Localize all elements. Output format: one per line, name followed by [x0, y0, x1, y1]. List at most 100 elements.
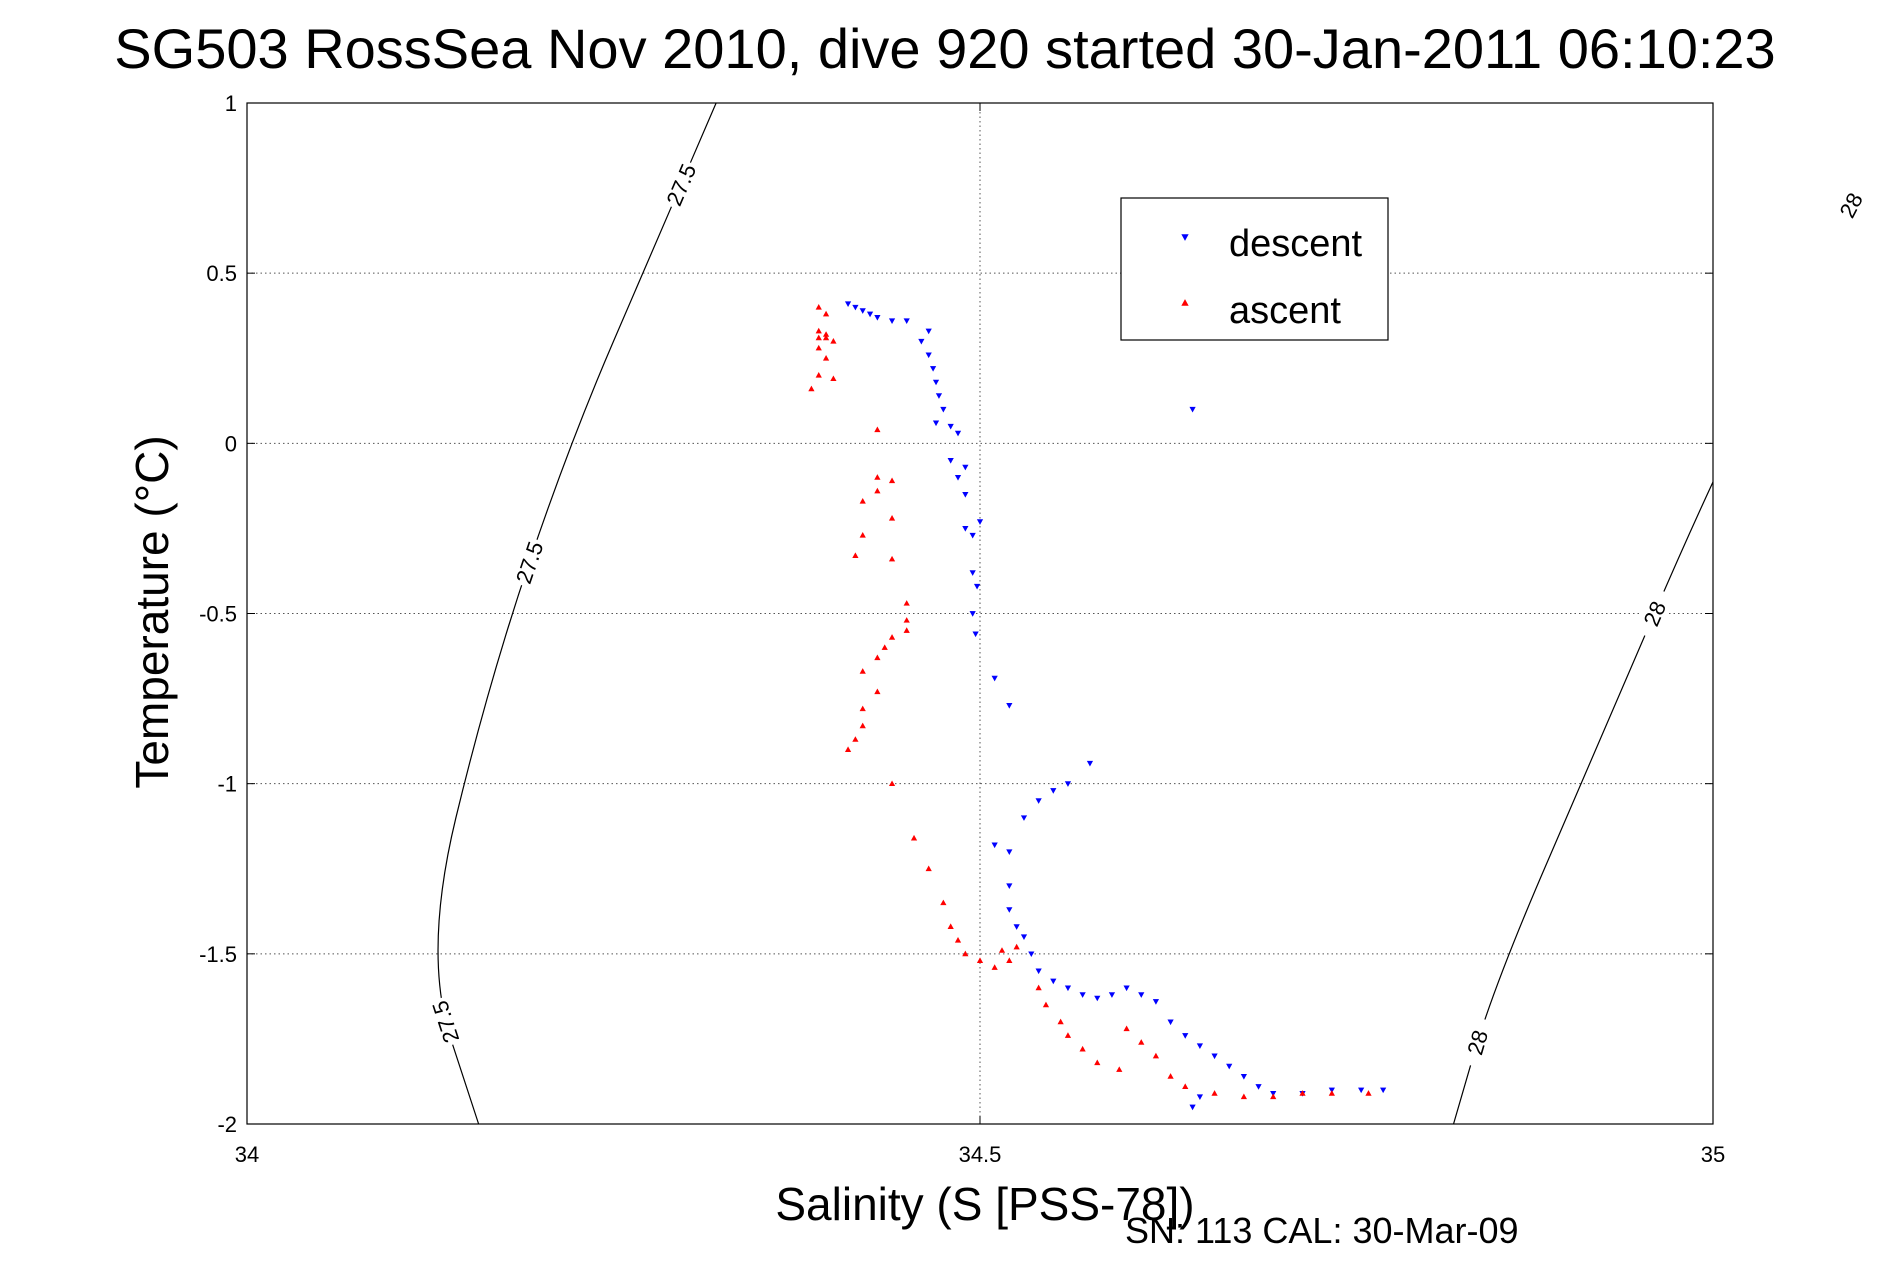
ascent-point	[1094, 1059, 1101, 1066]
ascent-point	[815, 372, 822, 378]
descent-point	[1079, 992, 1086, 998]
descent-point	[1196, 1043, 1204, 1049]
descent-point	[925, 328, 932, 335]
ascent-point	[852, 736, 859, 742]
ascent-point	[910, 834, 918, 841]
descent-point	[1006, 907, 1013, 913]
serial-calibration-footer: SN: 113 CAL: 30-Mar-09	[1125, 1210, 1519, 1251]
descent-point	[932, 379, 940, 386]
legend-ascent-marker	[1181, 299, 1189, 306]
descent-point	[888, 318, 896, 325]
ascent-point	[888, 477, 896, 484]
ascent-point	[815, 344, 822, 351]
grid-lines	[247, 103, 1713, 1124]
descent-point	[1226, 1063, 1233, 1070]
ascent-point	[815, 334, 822, 341]
descent-point	[1152, 999, 1160, 1005]
contour-label-bg	[1828, 177, 1874, 233]
descent-point	[972, 631, 979, 638]
ascent-point	[1064, 1032, 1072, 1038]
descent-point	[976, 519, 984, 525]
descent-point	[932, 420, 940, 427]
descent-point	[991, 675, 998, 682]
ascent-point	[822, 331, 830, 337]
descent-point	[1006, 849, 1013, 855]
ascent-point	[1013, 943, 1020, 950]
series-ascent	[808, 303, 1372, 1100]
descent-point	[1006, 703, 1013, 709]
ascent-point	[1006, 957, 1013, 964]
ascent-point	[1167, 1073, 1174, 1079]
chart-title: SG503 RossSea Nov 2010, dive 920 started…	[114, 17, 1775, 80]
x-tick-label: 34	[235, 1142, 259, 1167]
descent-point	[1240, 1073, 1247, 1080]
descent-point	[1013, 924, 1020, 930]
descent-point	[1050, 978, 1057, 985]
ascent-point	[822, 355, 830, 361]
descent-point	[859, 308, 866, 314]
ascent-point	[815, 327, 822, 334]
descent-point	[1138, 992, 1145, 998]
legend-descent-label: descent	[1229, 223, 1363, 265]
ascent-point	[1240, 1093, 1247, 1100]
ascent-point	[888, 514, 896, 521]
ascent-point	[888, 555, 896, 562]
ascent-point	[903, 617, 910, 623]
y-tick-label: -1.5	[199, 942, 237, 967]
descent-point	[940, 406, 947, 413]
descent-point	[1108, 992, 1116, 998]
ascent-point	[808, 385, 815, 392]
descent-point	[1086, 760, 1094, 767]
descent-point	[954, 430, 962, 437]
contour-label-bg	[659, 157, 703, 212]
y-tick-label: 1	[225, 91, 237, 116]
descent-point	[962, 492, 969, 498]
y-tick-label: -0.5	[199, 602, 237, 627]
ascent-point	[822, 310, 830, 317]
ascent-point	[859, 532, 866, 538]
ascent-point	[1270, 1093, 1277, 1100]
descent-point	[947, 457, 954, 464]
ascent-point	[998, 947, 1006, 953]
descent-point	[1167, 1019, 1174, 1026]
ascent-point	[954, 937, 962, 943]
descent-point	[1123, 985, 1130, 992]
series-descent	[844, 301, 1387, 1111]
descent-point	[1050, 788, 1057, 794]
descent-point	[969, 570, 976, 576]
descent-point	[973, 583, 981, 590]
ascent-point	[1079, 1045, 1086, 1052]
legend-box	[1120, 197, 1389, 341]
descent-point	[935, 393, 943, 399]
descent-point	[954, 474, 962, 481]
ascent-point	[991, 964, 998, 970]
contour-label-bg	[425, 995, 466, 1049]
y-tick-label: 0.5	[206, 261, 237, 286]
x-axis-label: Salinity (S [PSS-78])	[775, 1178, 1194, 1230]
descent-point	[969, 611, 976, 617]
descent-point	[1028, 951, 1035, 958]
descent-point	[852, 304, 859, 311]
descent-point	[991, 842, 998, 849]
ascent-point	[822, 334, 830, 341]
descent-point	[1064, 985, 1072, 992]
ascent-point	[874, 487, 881, 494]
ascent-point	[1116, 1066, 1123, 1072]
descent-point	[969, 532, 976, 539]
ascent-point	[859, 668, 866, 674]
contour-label-bg	[509, 535, 550, 590]
descent-point	[918, 338, 925, 345]
descent-point	[1255, 1084, 1262, 1090]
ascent-point	[1211, 1090, 1218, 1096]
ascent-point	[903, 600, 910, 606]
ascent-point	[874, 474, 881, 480]
descent-point	[874, 315, 881, 321]
ascent-point	[1152, 1052, 1160, 1059]
ascent-point	[940, 899, 947, 906]
ascent-point	[852, 552, 859, 559]
legend-descent-marker	[1181, 234, 1189, 241]
descent-point	[1064, 781, 1072, 787]
ascent-point	[888, 634, 896, 640]
ascent-point	[903, 627, 910, 633]
